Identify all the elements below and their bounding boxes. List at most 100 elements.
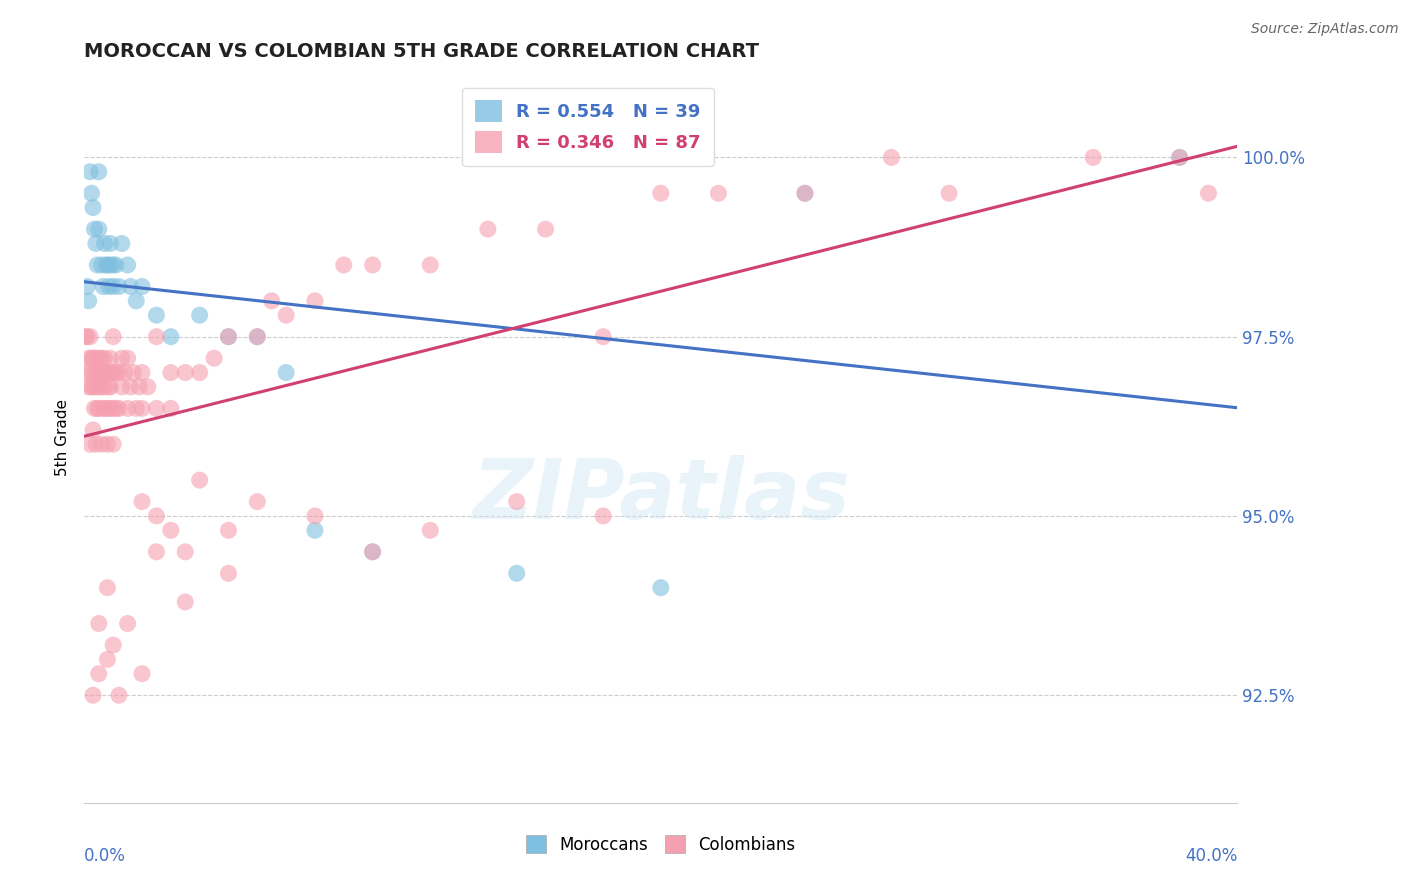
Point [218, 329, 240, 343]
Point [93, 236, 115, 251]
Point [82, 423, 104, 437]
Point [117, 258, 139, 272]
Point [111, 351, 134, 366]
Point [97, 279, 120, 293]
Point [114, 366, 136, 380]
Point [131, 666, 153, 681]
Point [419, 524, 441, 538]
Point [80, 380, 103, 394]
Point [76, 329, 98, 343]
Point [117, 351, 139, 366]
Point [794, 186, 817, 201]
Point [304, 293, 326, 308]
Point [120, 279, 142, 293]
Point [136, 380, 159, 394]
Point [111, 236, 134, 251]
Point [84, 236, 107, 251]
Point [87, 616, 110, 631]
Point [202, 351, 225, 366]
Point [77, 351, 100, 366]
Point [84, 437, 107, 451]
Point [105, 366, 128, 380]
Point [218, 329, 240, 343]
Point [79, 366, 101, 380]
Point [105, 258, 128, 272]
Text: ZIPatlas: ZIPatlas [472, 455, 849, 536]
Point [83, 222, 105, 236]
Point [84, 380, 107, 394]
Point [108, 401, 131, 416]
Point [83, 366, 105, 380]
Point [506, 494, 529, 508]
Point [246, 329, 269, 343]
Point [86, 401, 108, 416]
Point [82, 351, 104, 366]
Point [218, 566, 240, 581]
Point [93, 401, 115, 416]
Point [82, 201, 104, 215]
Point [117, 616, 139, 631]
Point [103, 258, 124, 272]
Point [477, 222, 499, 236]
Point [86, 366, 108, 380]
Point [111, 380, 134, 394]
Point [117, 401, 139, 416]
Point [87, 401, 110, 416]
Point [98, 258, 121, 272]
Point [96, 258, 118, 272]
Point [90, 258, 112, 272]
Point [125, 401, 148, 416]
Point [91, 279, 114, 293]
Point [108, 279, 131, 293]
Point [98, 351, 121, 366]
Point [103, 279, 124, 293]
Point [122, 366, 145, 380]
Point [131, 401, 153, 416]
Point [246, 494, 269, 508]
Point [93, 351, 115, 366]
Point [87, 222, 110, 236]
Point [160, 366, 183, 380]
Point [87, 380, 110, 394]
Point [145, 508, 167, 523]
Point [87, 666, 110, 681]
Point [75, 329, 97, 343]
Point [96, 581, 118, 595]
Point [650, 186, 672, 201]
Point [98, 236, 121, 251]
Point [94, 258, 117, 272]
Point [79, 165, 101, 179]
Point [276, 308, 298, 322]
Point [650, 581, 672, 595]
Point [105, 401, 128, 416]
Point [98, 401, 121, 416]
Point [103, 329, 124, 343]
Point [131, 366, 153, 380]
Text: 40.0%: 40.0% [1185, 847, 1237, 864]
Point [188, 473, 211, 487]
Point [80, 186, 103, 201]
Point [361, 258, 384, 272]
Point [592, 508, 614, 523]
Point [103, 437, 124, 451]
Text: Source: ZipAtlas.com: Source: ZipAtlas.com [1251, 22, 1399, 37]
Point [108, 688, 131, 702]
Point [246, 329, 269, 343]
Point [82, 688, 104, 702]
Point [120, 380, 142, 394]
Point [103, 366, 124, 380]
Point [103, 638, 124, 652]
Point [131, 494, 153, 508]
Point [794, 186, 817, 201]
Point [108, 366, 131, 380]
Point [188, 308, 211, 322]
Point [592, 329, 614, 343]
Point [145, 545, 167, 559]
Point [97, 380, 120, 394]
Point [128, 380, 150, 394]
Point [188, 366, 211, 380]
Point [419, 258, 441, 272]
Point [174, 595, 197, 609]
Point [87, 351, 110, 366]
Point [880, 150, 903, 164]
